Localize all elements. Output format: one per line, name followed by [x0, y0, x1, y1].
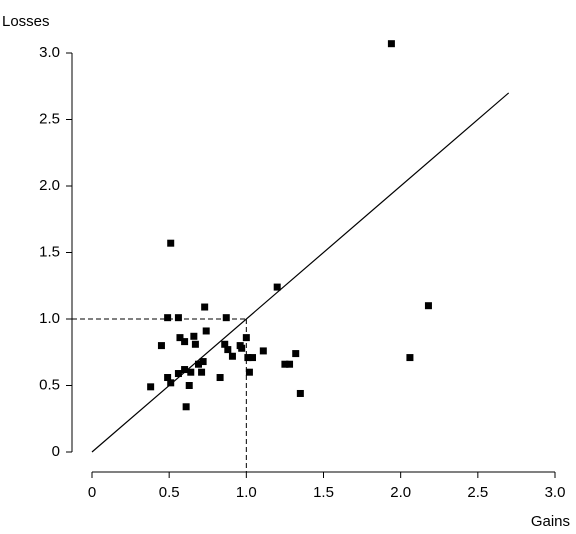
- point: [245, 368, 253, 376]
- point: [202, 327, 210, 335]
- point: [167, 379, 175, 387]
- y-tick-label: 2.0: [39, 177, 60, 194]
- x-tick-label: 2.0: [390, 484, 411, 501]
- point: [174, 370, 182, 378]
- point: [238, 344, 246, 352]
- x-tick-label: 1.5: [313, 484, 334, 501]
- y-axis-label: Losses: [2, 13, 50, 30]
- point: [181, 366, 189, 374]
- point: [292, 350, 300, 358]
- point: [406, 354, 414, 362]
- point: [224, 346, 232, 354]
- y-tick-label: 1.5: [39, 243, 60, 260]
- y-tick-label: 3.0: [39, 44, 60, 61]
- point: [201, 303, 209, 311]
- point: [216, 374, 224, 382]
- point: [190, 332, 198, 340]
- point: [281, 360, 289, 368]
- point: [167, 239, 175, 247]
- point: [181, 338, 189, 346]
- point: [157, 342, 165, 350]
- y-tick-label: 0.5: [39, 376, 60, 393]
- point: [164, 314, 172, 322]
- point: [244, 354, 252, 362]
- point: [273, 283, 281, 291]
- point: [259, 347, 267, 355]
- x-tick-label: 2.5: [467, 484, 488, 501]
- point: [286, 360, 294, 368]
- point: [387, 40, 395, 48]
- point: [249, 354, 257, 362]
- point: [424, 302, 432, 310]
- y-tick-label: 2.5: [39, 110, 60, 127]
- point: [242, 334, 250, 342]
- point: [228, 352, 236, 360]
- point: [187, 368, 195, 376]
- point: [191, 340, 199, 348]
- x-tick-label: 1.0: [236, 484, 257, 501]
- point: [147, 383, 155, 391]
- point: [198, 368, 206, 376]
- y-tick-label: 0: [52, 443, 60, 460]
- y-tick-label: 1.0: [39, 310, 60, 327]
- point: [221, 340, 229, 348]
- x-axis-label: Gains: [531, 513, 570, 530]
- point: [182, 403, 190, 411]
- point: [199, 358, 207, 366]
- diagonal-line: [91, 92, 510, 453]
- point: [222, 314, 230, 322]
- point: [296, 389, 304, 397]
- x-tick-label: 0: [88, 484, 96, 501]
- point: [174, 314, 182, 322]
- point: [164, 374, 172, 382]
- point: [185, 382, 193, 389]
- point: [194, 360, 202, 368]
- x-tick-label: 0.5: [159, 484, 180, 501]
- x-tick-label: 3.0: [545, 484, 566, 501]
- point: [176, 334, 184, 342]
